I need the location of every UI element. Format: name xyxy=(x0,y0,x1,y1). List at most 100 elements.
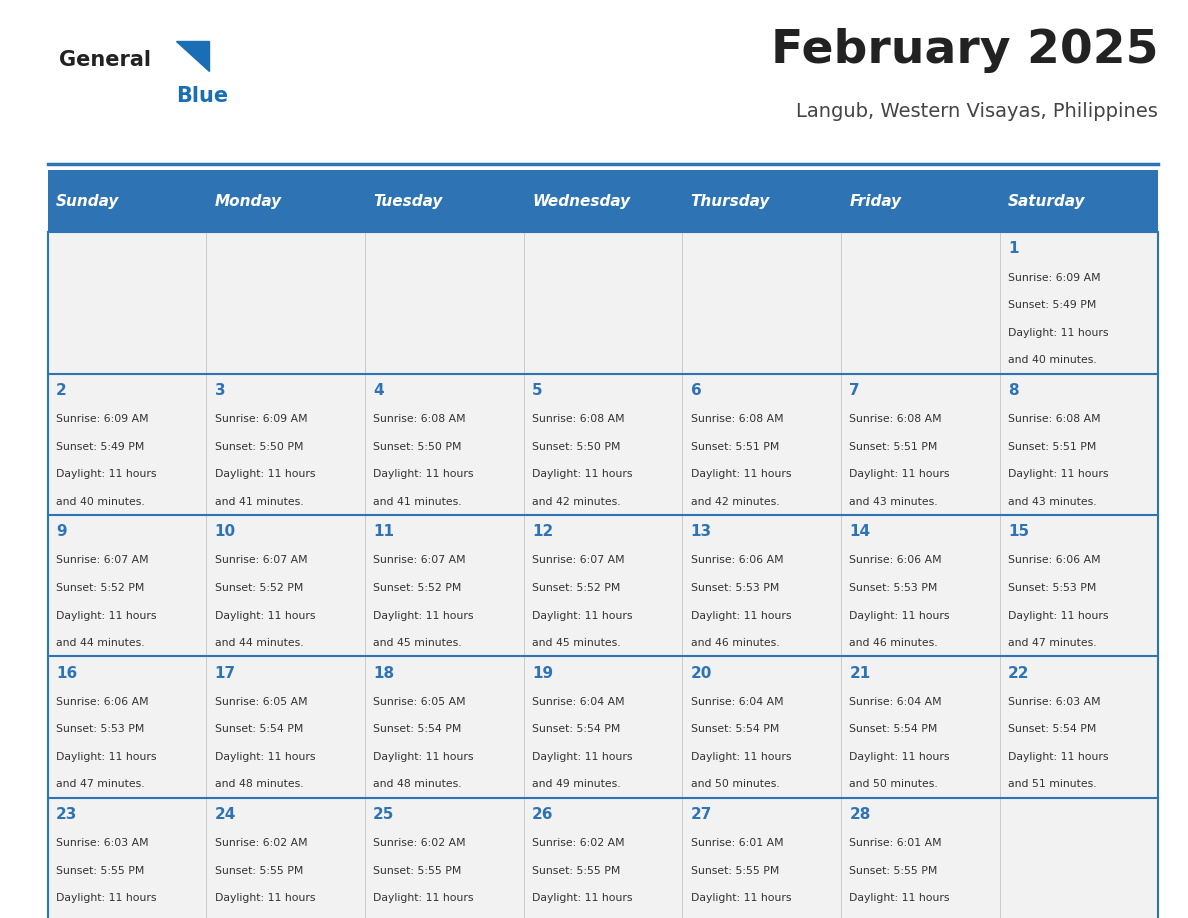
Text: 9: 9 xyxy=(56,524,67,539)
Text: Daylight: 11 hours: Daylight: 11 hours xyxy=(373,610,474,621)
Text: Sunrise: 6:05 AM: Sunrise: 6:05 AM xyxy=(373,697,466,707)
Text: 21: 21 xyxy=(849,666,871,680)
Text: Langub, Western Visayas, Philippines: Langub, Western Visayas, Philippines xyxy=(796,103,1158,121)
Text: Sunrise: 6:03 AM: Sunrise: 6:03 AM xyxy=(56,838,148,848)
Text: Daylight: 11 hours: Daylight: 11 hours xyxy=(1007,469,1108,479)
Text: Sunrise: 6:08 AM: Sunrise: 6:08 AM xyxy=(849,414,942,424)
Text: and 50 minutes.: and 50 minutes. xyxy=(690,779,779,789)
Text: and 42 minutes.: and 42 minutes. xyxy=(690,497,779,507)
Text: Sunday: Sunday xyxy=(56,194,119,208)
Text: Daylight: 11 hours: Daylight: 11 hours xyxy=(373,752,474,762)
Text: and 40 minutes.: and 40 minutes. xyxy=(56,497,145,507)
Text: and 46 minutes.: and 46 minutes. xyxy=(849,638,937,648)
Text: Sunrise: 6:07 AM: Sunrise: 6:07 AM xyxy=(215,555,308,565)
Text: General: General xyxy=(59,50,151,70)
Text: Sunset: 5:49 PM: Sunset: 5:49 PM xyxy=(56,442,144,452)
Text: 13: 13 xyxy=(690,524,712,539)
Text: Sunrise: 6:04 AM: Sunrise: 6:04 AM xyxy=(690,697,783,707)
Text: and 47 minutes.: and 47 minutes. xyxy=(56,779,145,789)
Text: Sunset: 5:54 PM: Sunset: 5:54 PM xyxy=(373,724,462,734)
Text: and 51 minutes.: and 51 minutes. xyxy=(1007,779,1097,789)
Text: Daylight: 11 hours: Daylight: 11 hours xyxy=(56,752,157,762)
Text: Sunset: 5:50 PM: Sunset: 5:50 PM xyxy=(215,442,303,452)
Text: Sunset: 5:52 PM: Sunset: 5:52 PM xyxy=(373,583,462,593)
Text: Sunset: 5:55 PM: Sunset: 5:55 PM xyxy=(373,866,462,876)
Text: Sunset: 5:55 PM: Sunset: 5:55 PM xyxy=(849,866,937,876)
Text: Daylight: 11 hours: Daylight: 11 hours xyxy=(690,610,791,621)
Text: 6: 6 xyxy=(690,383,701,397)
Text: Daylight: 11 hours: Daylight: 11 hours xyxy=(1007,752,1108,762)
Text: Daylight: 11 hours: Daylight: 11 hours xyxy=(1007,328,1108,338)
Bar xyxy=(48,656,1158,798)
Text: Sunrise: 6:02 AM: Sunrise: 6:02 AM xyxy=(532,838,625,848)
Text: 5: 5 xyxy=(532,383,543,397)
Text: and 45 minutes.: and 45 minutes. xyxy=(532,638,620,648)
Text: Sunrise: 6:02 AM: Sunrise: 6:02 AM xyxy=(373,838,466,848)
Text: 20: 20 xyxy=(690,666,712,680)
Text: Sunrise: 6:07 AM: Sunrise: 6:07 AM xyxy=(56,555,148,565)
Text: Sunset: 5:54 PM: Sunset: 5:54 PM xyxy=(690,724,779,734)
Text: and 42 minutes.: and 42 minutes. xyxy=(532,497,620,507)
Text: and 49 minutes.: and 49 minutes. xyxy=(532,779,620,789)
Text: Sunrise: 6:09 AM: Sunrise: 6:09 AM xyxy=(1007,273,1100,283)
Text: Daylight: 11 hours: Daylight: 11 hours xyxy=(690,893,791,903)
Bar xyxy=(48,232,1158,374)
Text: 1: 1 xyxy=(1007,241,1018,256)
Text: Sunrise: 6:08 AM: Sunrise: 6:08 AM xyxy=(1007,414,1100,424)
Text: Daylight: 11 hours: Daylight: 11 hours xyxy=(849,752,949,762)
Text: Sunset: 5:54 PM: Sunset: 5:54 PM xyxy=(849,724,937,734)
Text: Sunset: 5:55 PM: Sunset: 5:55 PM xyxy=(215,866,303,876)
Text: Daylight: 11 hours: Daylight: 11 hours xyxy=(849,610,949,621)
Text: and 43 minutes.: and 43 minutes. xyxy=(1007,497,1097,507)
Text: Sunset: 5:54 PM: Sunset: 5:54 PM xyxy=(1007,724,1097,734)
Text: and 43 minutes.: and 43 minutes. xyxy=(849,497,937,507)
Text: Sunset: 5:53 PM: Sunset: 5:53 PM xyxy=(56,724,144,734)
Text: Daylight: 11 hours: Daylight: 11 hours xyxy=(56,469,157,479)
Text: Daylight: 11 hours: Daylight: 11 hours xyxy=(215,610,315,621)
Text: Daylight: 11 hours: Daylight: 11 hours xyxy=(532,610,632,621)
Text: Daylight: 11 hours: Daylight: 11 hours xyxy=(215,469,315,479)
Text: Wednesday: Wednesday xyxy=(532,194,630,208)
Text: 16: 16 xyxy=(56,666,77,680)
Text: Sunset: 5:55 PM: Sunset: 5:55 PM xyxy=(56,866,144,876)
Text: Thursday: Thursday xyxy=(690,194,770,208)
Text: and 48 minutes.: and 48 minutes. xyxy=(215,779,303,789)
Text: Sunset: 5:52 PM: Sunset: 5:52 PM xyxy=(215,583,303,593)
Text: Daylight: 11 hours: Daylight: 11 hours xyxy=(215,752,315,762)
Text: Sunrise: 6:01 AM: Sunrise: 6:01 AM xyxy=(690,838,783,848)
Bar xyxy=(48,798,1158,918)
Text: Sunrise: 6:07 AM: Sunrise: 6:07 AM xyxy=(373,555,466,565)
Text: Sunrise: 6:06 AM: Sunrise: 6:06 AM xyxy=(1007,555,1100,565)
Text: Sunset: 5:53 PM: Sunset: 5:53 PM xyxy=(849,583,937,593)
Text: 7: 7 xyxy=(849,383,860,397)
Text: February 2025: February 2025 xyxy=(771,28,1158,73)
Text: Sunset: 5:50 PM: Sunset: 5:50 PM xyxy=(373,442,462,452)
Text: Sunset: 5:52 PM: Sunset: 5:52 PM xyxy=(56,583,144,593)
Text: Daylight: 11 hours: Daylight: 11 hours xyxy=(373,469,474,479)
Text: 10: 10 xyxy=(215,524,235,539)
Text: 25: 25 xyxy=(373,807,394,822)
Text: Sunset: 5:54 PM: Sunset: 5:54 PM xyxy=(215,724,303,734)
Text: 18: 18 xyxy=(373,666,394,680)
Text: Sunset: 5:51 PM: Sunset: 5:51 PM xyxy=(849,442,937,452)
Text: Sunrise: 6:03 AM: Sunrise: 6:03 AM xyxy=(1007,697,1100,707)
Text: Sunrise: 6:05 AM: Sunrise: 6:05 AM xyxy=(215,697,308,707)
Text: and 47 minutes.: and 47 minutes. xyxy=(1007,638,1097,648)
Text: Sunset: 5:53 PM: Sunset: 5:53 PM xyxy=(690,583,779,593)
Text: and 45 minutes.: and 45 minutes. xyxy=(373,638,462,648)
Text: Daylight: 11 hours: Daylight: 11 hours xyxy=(1007,610,1108,621)
Text: Friday: Friday xyxy=(849,194,902,208)
Text: Daylight: 11 hours: Daylight: 11 hours xyxy=(849,469,949,479)
Text: 8: 8 xyxy=(1007,383,1018,397)
Text: Daylight: 11 hours: Daylight: 11 hours xyxy=(56,610,157,621)
Text: 11: 11 xyxy=(373,524,394,539)
Text: Monday: Monday xyxy=(215,194,282,208)
Text: Daylight: 11 hours: Daylight: 11 hours xyxy=(690,752,791,762)
Text: Sunset: 5:50 PM: Sunset: 5:50 PM xyxy=(532,442,620,452)
Text: Daylight: 11 hours: Daylight: 11 hours xyxy=(532,893,632,903)
Text: Sunrise: 6:09 AM: Sunrise: 6:09 AM xyxy=(215,414,308,424)
Text: Sunrise: 6:02 AM: Sunrise: 6:02 AM xyxy=(215,838,308,848)
Text: Sunset: 5:53 PM: Sunset: 5:53 PM xyxy=(1007,583,1097,593)
Text: and 50 minutes.: and 50 minutes. xyxy=(849,779,939,789)
Text: 24: 24 xyxy=(215,807,236,822)
